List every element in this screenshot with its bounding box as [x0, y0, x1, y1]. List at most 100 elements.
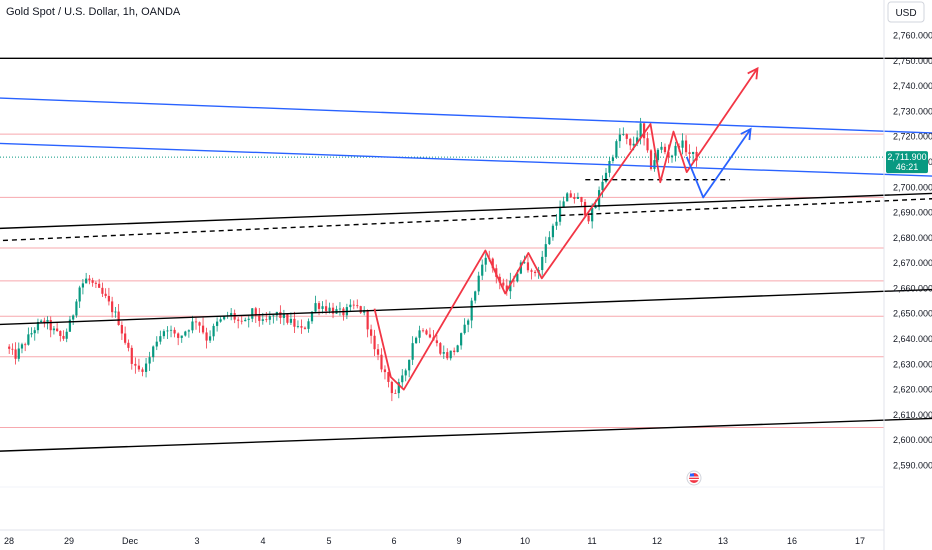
y-tick-label: 2,680.000 — [893, 233, 932, 243]
candle — [258, 307, 261, 327]
candle — [141, 367, 144, 377]
candle — [237, 317, 240, 329]
trend-lines[interactable] — [0, 57, 932, 453]
candle — [107, 287, 110, 306]
candle — [380, 348, 383, 373]
x-tick-label: 11 — [587, 536, 596, 546]
x-tick-label: 29 — [64, 536, 74, 546]
candle — [428, 327, 432, 339]
lower-channel[interactable] — [0, 417, 932, 453]
candle — [415, 336, 418, 344]
candle — [618, 128, 621, 148]
candle — [124, 326, 127, 345]
price-axis[interactable]: 2,590.000 2,600.000 2,610.000 2,620.000 2,63… — [893, 31, 932, 471]
candle — [293, 311, 296, 334]
candle — [111, 296, 114, 318]
candle — [144, 357, 148, 378]
rising-support[interactable] — [0, 192, 932, 230]
candle — [446, 348, 449, 361]
candle — [670, 154, 674, 163]
candle — [477, 271, 480, 296]
candle — [390, 380, 393, 402]
candle — [65, 328, 68, 343]
candle — [656, 147, 660, 163]
candle — [212, 323, 215, 341]
candle — [541, 250, 544, 276]
candle — [548, 231, 551, 245]
candle — [425, 328, 428, 336]
y-tick-label: 2,700.000 — [893, 182, 932, 192]
candle — [580, 196, 583, 207]
candle — [583, 199, 587, 219]
candle — [394, 389, 397, 394]
candle — [566, 192, 569, 202]
red-impulse-1[interactable] — [373, 67, 759, 391]
rising-support-dashed[interactable] — [0, 197, 932, 243]
candle — [474, 290, 477, 304]
candle — [359, 305, 362, 315]
candle — [551, 223, 555, 241]
candle — [376, 343, 380, 361]
y-tick-label: 2,600.000 — [893, 435, 932, 445]
projection-arrows[interactable] — [373, 66, 759, 391]
candle — [558, 200, 562, 226]
y-tick-label: 2,750.000 — [893, 56, 932, 66]
candle — [187, 329, 190, 338]
candle — [674, 141, 677, 162]
candle — [611, 154, 615, 164]
mid-channel[interactable] — [0, 288, 932, 326]
candle — [78, 285, 81, 308]
y-tick-label: 2,720.000 — [893, 132, 932, 142]
candle — [289, 312, 293, 325]
x-tick-label: 17 — [855, 536, 865, 546]
candle — [601, 175, 604, 198]
time-axis[interactable]: 28 29 Dec 3 4 5 6 9 10 11 12 13 16 17 — [4, 536, 865, 546]
candle — [72, 314, 75, 325]
candle — [75, 299, 78, 318]
candle — [173, 327, 176, 338]
candle — [576, 192, 579, 199]
candle — [88, 274, 91, 285]
candle — [198, 321, 201, 333]
candle — [52, 326, 56, 335]
candle — [208, 330, 212, 344]
horizontal-levels — [0, 133, 884, 429]
candle — [177, 332, 180, 346]
candle — [411, 336, 414, 366]
candle — [615, 139, 618, 159]
candle — [117, 304, 120, 326]
candle — [331, 302, 335, 319]
candle — [268, 311, 271, 325]
candle — [470, 297, 473, 329]
blue-alt-path[interactable] — [685, 128, 752, 199]
candle — [688, 144, 691, 162]
candle-countdown: 46:21 — [896, 162, 919, 172]
candle — [681, 133, 684, 155]
candle — [569, 190, 572, 198]
currency-button[interactable]: USD — [887, 1, 925, 23]
candle — [114, 306, 117, 318]
upper-channel-top[interactable] — [0, 96, 932, 134]
candle — [646, 132, 649, 153]
current-price-tag: 2,711.900 46:21 — [886, 151, 928, 174]
y-tick-label: 2,590.000 — [893, 461, 932, 471]
y-tick-label: 2,650.000 — [893, 309, 932, 319]
y-tick-label: 2,640.000 — [893, 334, 932, 344]
economic-event-flag-icon[interactable] — [686, 470, 702, 486]
upper-channel-bottom[interactable] — [0, 142, 932, 177]
x-tick-label: 28 — [4, 536, 14, 546]
candle — [401, 369, 404, 389]
candle — [120, 321, 123, 341]
candle — [505, 278, 508, 296]
candle — [338, 302, 342, 316]
chart-title: Gold Spot / U.S. Dollar, 1h, OANDA — [6, 6, 181, 18]
candle — [240, 315, 243, 325]
candle — [127, 339, 130, 352]
candle — [169, 325, 173, 338]
candle — [159, 330, 162, 345]
candle — [81, 279, 85, 295]
candle — [307, 318, 310, 333]
candle — [456, 344, 459, 353]
candle — [625, 133, 628, 145]
